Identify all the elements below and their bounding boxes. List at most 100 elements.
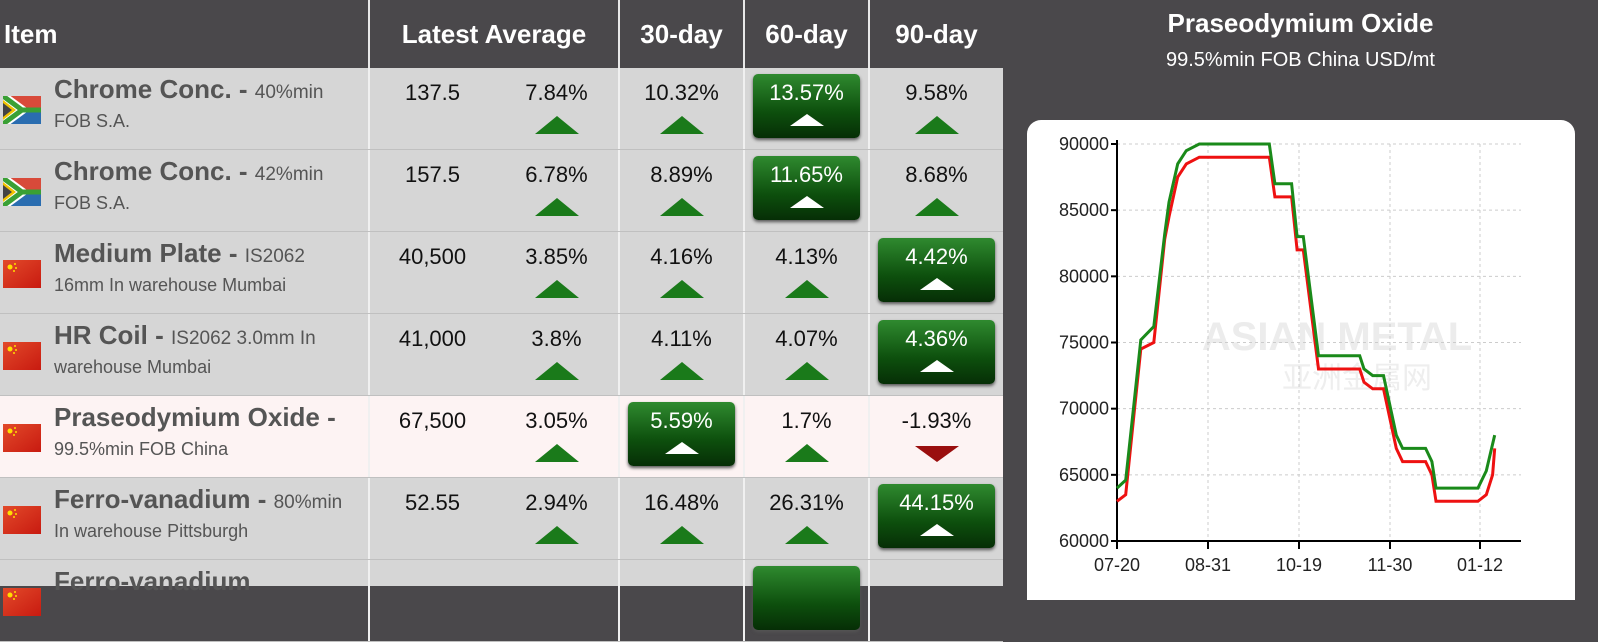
latest-average-value: 137.5	[404, 80, 461, 105]
change-value: 8.68%	[905, 162, 968, 187]
change-value: 4.42%	[905, 244, 968, 269]
item-cell[interactable]: Chrome Conc. - 42%min FOB S.A.	[0, 150, 370, 231]
weekly-change-cell: 7.84%	[495, 68, 620, 149]
item-spec-detail: FOB S.A.	[54, 111, 131, 131]
change-value: 7.84%	[525, 80, 588, 105]
chart-subtitle: 99.5%min FOB China USD/mt	[1166, 49, 1435, 71]
item-spec: 42%min	[254, 164, 324, 185]
best-change-badge: 44.15%	[878, 484, 995, 548]
d90-change-cell: 44.15%	[870, 478, 1003, 559]
up-arrow-icon	[534, 444, 579, 462]
d30-change-cell: 4.16%	[620, 232, 745, 313]
best-change-badge: 13.57%	[753, 74, 860, 138]
price-table: Item Latest Average 30-day 60-day 90-day…	[0, 0, 1017, 642]
table-row[interactable]: Ferro-vanadium - 80%min In warehouse Pit…	[0, 478, 1003, 560]
item-spec-detail: FOB S.A.	[54, 193, 131, 213]
up-arrow-icon	[784, 526, 829, 544]
best-change-badge: 4.36%	[878, 320, 995, 384]
change-value: 6.78%	[525, 162, 588, 187]
china-flag-icon	[3, 342, 41, 370]
south-africa-flag-icon	[0, 174, 41, 210]
up-arrow-icon	[534, 198, 579, 216]
y-tick-label: 90000	[1059, 134, 1109, 154]
change-value: 8.89%	[650, 162, 713, 187]
latest-average-cell: 40,500	[370, 232, 495, 313]
item-cell[interactable]: Ferro-vanadium	[0, 560, 370, 641]
item-spec-detail: warehouse Mumbai	[54, 357, 212, 377]
up-arrow-icon	[789, 196, 824, 208]
up-arrow-icon	[534, 526, 579, 544]
d60-change-cell: 1.7%	[745, 396, 870, 477]
latest-average-value: 157.5	[404, 162, 461, 187]
item-cell[interactable]: HR Coil - IS2062 3.0mm In warehouse Mumb…	[0, 314, 370, 395]
latest-average-cell: 41,000	[370, 314, 495, 395]
item-spec-detail: In warehouse Pittsburgh	[54, 521, 249, 541]
item-cell[interactable]: Medium Plate - IS2062 16mm In warehouse …	[0, 232, 370, 313]
x-tick-label: 11-30	[1368, 555, 1413, 575]
item-cell[interactable]: Praseodymium Oxide - 99.5%min FOB China	[0, 396, 370, 477]
d90-change-cell: 8.68%	[870, 150, 1003, 231]
up-arrow-icon	[784, 444, 829, 462]
d90-change-cell: -1.93%	[870, 396, 1003, 477]
y-tick-label: 85000	[1059, 200, 1109, 220]
table-row[interactable]: Praseodymium Oxide - 99.5%min FOB China …	[0, 396, 1017, 478]
table-row[interactable]: Chrome Conc. - 40%min FOB S.A. 137.5 7.84…	[0, 68, 1003, 150]
table-row[interactable]: Ferro-vanadium	[0, 560, 1003, 642]
up-arrow-icon	[659, 526, 704, 544]
up-arrow-icon	[659, 362, 704, 380]
up-arrow-icon	[534, 116, 579, 134]
d30-change-cell: 16.48%	[620, 478, 745, 559]
down-arrow-icon	[914, 446, 959, 462]
latest-average-cell: 52.55	[370, 478, 495, 559]
item-name[interactable]: Medium Plate	[54, 238, 222, 268]
item-name[interactable]: HR Coil	[54, 320, 148, 350]
watermark: ASIAN METAL	[1202, 315, 1472, 359]
table-row[interactable]: Chrome Conc. - 42%min FOB S.A. 157.5 6.78…	[0, 150, 1003, 232]
chart-panel: Praseodymium Oxide 99.5%min FOB China US…	[1003, 0, 1598, 600]
table-header: Item Latest Average 30-day 60-day 90-day	[0, 0, 1003, 68]
table-row[interactable]: HR Coil - IS2062 3.0mm In warehouse Mumb…	[0, 314, 1003, 396]
d90-change-cell: 9.58%	[870, 68, 1003, 149]
d30-change-cell: 10.32%	[620, 68, 745, 149]
up-arrow-icon	[664, 442, 699, 454]
item-cell[interactable]: Ferro-vanadium - 80%min In warehouse Pit…	[0, 478, 370, 559]
header-60-day[interactable]: 60-day	[745, 0, 870, 68]
y-tick-label: 75000	[1059, 333, 1109, 353]
item-spec: IS2062	[244, 246, 305, 267]
latest-average-cell	[370, 560, 495, 641]
item-name[interactable]: Ferro-vanadium	[54, 484, 251, 514]
d30-change-cell: 8.89%	[620, 150, 745, 231]
up-arrow-icon	[784, 362, 829, 380]
y-tick-label: 80000	[1059, 266, 1109, 286]
best-change-badge: 11.65%	[753, 156, 860, 220]
header-latest-average[interactable]: Latest Average	[370, 0, 620, 68]
item-name[interactable]: Ferro-vanadium	[54, 566, 251, 596]
china-flag-icon	[3, 506, 41, 534]
x-tick-label: 07-20	[1094, 555, 1140, 575]
d90-change-cell	[870, 560, 1003, 641]
change-value: 3.05%	[525, 408, 588, 433]
header-30-day[interactable]: 30-day	[620, 0, 745, 68]
up-arrow-icon	[659, 116, 704, 134]
d60-change-cell: 11.65%	[745, 150, 870, 231]
latest-average-cell: 137.5	[370, 68, 495, 149]
item-name[interactable]: Chrome Conc.	[54, 156, 232, 186]
d30-change-cell	[620, 560, 745, 641]
item-spec: IS2062 3.0mm In	[171, 328, 316, 349]
china-flag-icon	[3, 424, 41, 452]
d60-change-cell: 4.07%	[745, 314, 870, 395]
table-row[interactable]: Medium Plate - IS2062 16mm In warehouse …	[0, 232, 1003, 314]
weekly-change-cell: 6.78%	[495, 150, 620, 231]
item-name[interactable]: Praseodymium Oxide	[54, 402, 320, 432]
change-value: 4.11%	[651, 326, 712, 351]
item-cell[interactable]: Chrome Conc. - 40%min FOB S.A.	[0, 68, 370, 149]
header-item[interactable]: Item	[0, 0, 370, 68]
d60-change-cell	[745, 560, 870, 641]
item-name[interactable]: Chrome Conc.	[54, 74, 232, 104]
d60-change-cell: 4.13%	[745, 232, 870, 313]
x-tick-label: 08-31	[1185, 555, 1231, 575]
header-90-day[interactable]: 90-day	[895, 18, 978, 49]
change-value: 3.85%	[525, 244, 588, 269]
chart-area: ASIAN METAL 亚洲金属网 60000 65000 70000 75000 8000…	[1027, 120, 1575, 600]
